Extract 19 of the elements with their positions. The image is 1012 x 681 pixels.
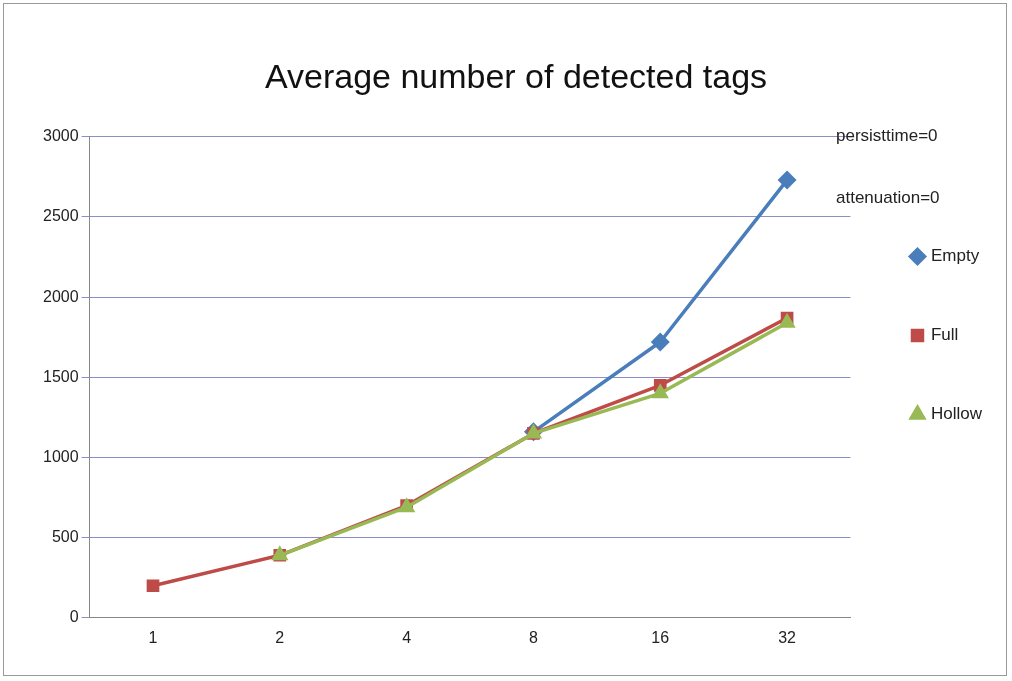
y-tick-label: 1500: [43, 367, 79, 385]
y-tick-label: 500: [51, 528, 79, 546]
x-tick-label: 2: [275, 628, 285, 646]
y-tick-label: 3000: [43, 127, 79, 145]
x-tick-label: 32: [778, 628, 797, 646]
y-tick-label: 1000: [43, 447, 79, 465]
x-tick-label: 8: [528, 628, 538, 646]
legend-label: Hollow: [930, 404, 983, 424]
x-tick-label: 1: [148, 628, 158, 646]
annotation: persisttime=0: [836, 126, 938, 146]
chart-title: Average number of detected tags: [264, 56, 768, 95]
y-tick-label: 2500: [43, 207, 79, 225]
legend-label: Empty: [930, 246, 980, 266]
legend-label: Full: [930, 325, 959, 345]
y-tick-label: 2000: [43, 287, 79, 305]
y-tick-label: 0: [69, 608, 79, 626]
x-tick-label: 4: [402, 628, 412, 646]
x-tick-label: 16: [651, 628, 670, 646]
annotation: attenuation=0: [836, 188, 940, 208]
